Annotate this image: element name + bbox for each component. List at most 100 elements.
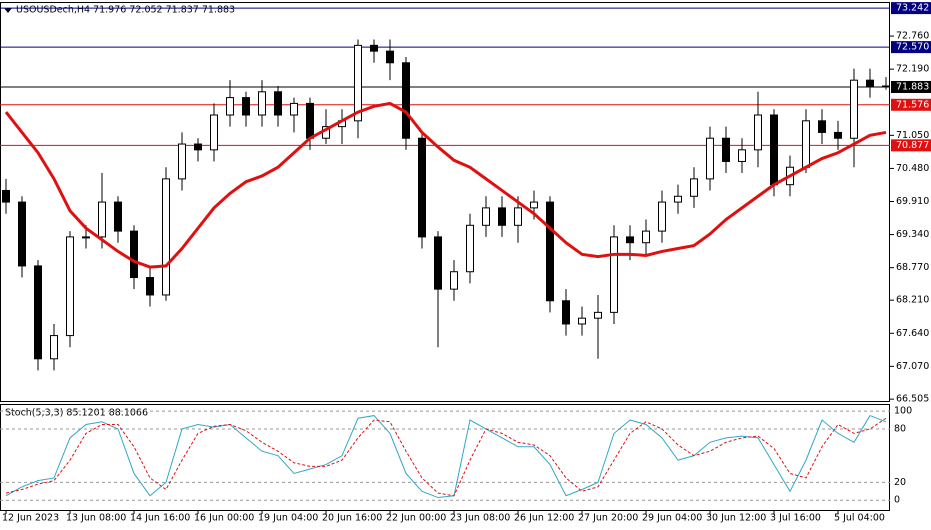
candle-body (370, 44, 378, 52)
candle-body (434, 236, 442, 290)
x-tick-label: 3 Jul 16:00 (770, 513, 821, 524)
candle-body (498, 207, 506, 226)
candle-body (418, 137, 426, 238)
candle-body (290, 102, 298, 116)
level-label-bg (891, 80, 931, 93)
y-tick-label: 80 (894, 423, 906, 434)
x-tick-label: 20 Jun 16:00 (322, 513, 382, 524)
level-label: 70.877 (896, 140, 929, 151)
x-tick-label: 27 Jun 20:00 (578, 513, 638, 524)
candle-body (402, 62, 410, 139)
candle-body (834, 131, 842, 139)
candle-body (146, 277, 154, 296)
candle-body (82, 236, 90, 239)
candle-body (514, 207, 522, 226)
candle-body (162, 178, 170, 296)
candle-body (114, 201, 122, 232)
y-tick-label: 66.505 (896, 394, 929, 405)
x-tick-label: 26 Jun 12:00 (514, 513, 574, 524)
x-tick-label: 23 Jun 08:00 (450, 513, 510, 524)
candle-body (2, 189, 10, 203)
level-label-bg (891, 139, 931, 152)
candle-body (194, 143, 202, 151)
x-tick-label: 12 Jun 2023 (2, 513, 59, 524)
candle-body (562, 300, 570, 325)
candle-body (578, 317, 586, 325)
candle-body (722, 137, 730, 162)
x-tick-label: 13 Jun 08:00 (66, 513, 126, 524)
candle-body (658, 201, 666, 232)
y-tick-label: 72.760 (896, 31, 929, 42)
y-tick-label: 67.070 (896, 361, 929, 372)
candle-body (594, 311, 602, 319)
candle-body (466, 224, 474, 273)
candle-body (98, 201, 106, 238)
candle-body (866, 79, 874, 87)
candle-body (34, 265, 42, 360)
y-tick-label: 70.480 (896, 163, 929, 174)
y-tick-label: 0 (894, 495, 900, 506)
y-tick-label: 20 (894, 477, 906, 488)
moving-average (4, 101, 887, 269)
level-label: 71.883 (896, 81, 929, 92)
y-tick-label: 69.340 (896, 229, 929, 240)
candle-body (306, 102, 314, 139)
stoch-line (5, 417, 887, 497)
candle-body (386, 50, 394, 64)
y-tick-label: 68.210 (896, 295, 929, 306)
candle-body (482, 207, 490, 226)
candle-body (642, 230, 650, 244)
stoch-line (5, 414, 887, 499)
candle-body (626, 236, 634, 244)
candle-body (450, 271, 458, 290)
x-tick-label: 30 Jun 12:00 (706, 513, 766, 524)
candle-body (18, 201, 26, 267)
stoch-panel-frame (0, 404, 890, 511)
candle-body (130, 230, 138, 279)
candle-body (530, 201, 538, 209)
level-label-bg (891, 41, 931, 54)
level-label: 72.570 (896, 42, 929, 53)
symbol-icon (4, 8, 12, 13)
candle-body (354, 44, 362, 122)
candle-body (50, 335, 58, 360)
candle-body (610, 236, 618, 313)
candle-body (226, 97, 234, 116)
y-tick-label: 69.910 (896, 196, 929, 207)
price-panel-frame (0, 2, 890, 402)
y-tick-label: 100 (894, 406, 912, 417)
candle-body (242, 97, 250, 116)
candle-body (802, 120, 810, 168)
level-label: 71.576 (896, 99, 929, 110)
x-tick-label: 16 Jun 00:00 (194, 513, 254, 524)
candle-body (754, 114, 762, 151)
candle-body (210, 114, 218, 151)
x-tick-label: 19 Jun 04:00 (258, 513, 318, 524)
level-label: 73.242 (896, 3, 929, 14)
candle-body (258, 91, 266, 116)
x-tick-label: 14 Jun 16:00 (130, 513, 190, 524)
x-tick-label: 5 Jul 04:00 (834, 513, 885, 524)
chart-title: USOUSDech,H4 71.976 72.052 71.837 71.883 (16, 5, 235, 16)
candle-body (850, 79, 858, 139)
y-tick-label: 68.770 (896, 262, 929, 273)
level-label-bg (891, 98, 931, 111)
y-tick-label: 71.050 (896, 130, 929, 141)
candle-body (66, 236, 74, 337)
candle-body (818, 120, 826, 133)
x-tick-label: 22 Jun 00:00 (386, 513, 446, 524)
level-label-bg (891, 2, 931, 15)
candle-body (178, 143, 186, 180)
candle-body (706, 137, 714, 180)
candle-body (770, 114, 778, 186)
y-tick-label: 72.190 (896, 64, 929, 75)
candle-body (674, 195, 682, 203)
candle-body (274, 91, 282, 116)
candle-body (690, 178, 698, 197)
candle-body (738, 149, 746, 162)
x-tick-label: 29 Jun 04:00 (642, 513, 702, 524)
stoch-title: Stoch(5,3,3) 85.1201 88.1066 (5, 408, 148, 419)
candle-body (546, 201, 554, 302)
